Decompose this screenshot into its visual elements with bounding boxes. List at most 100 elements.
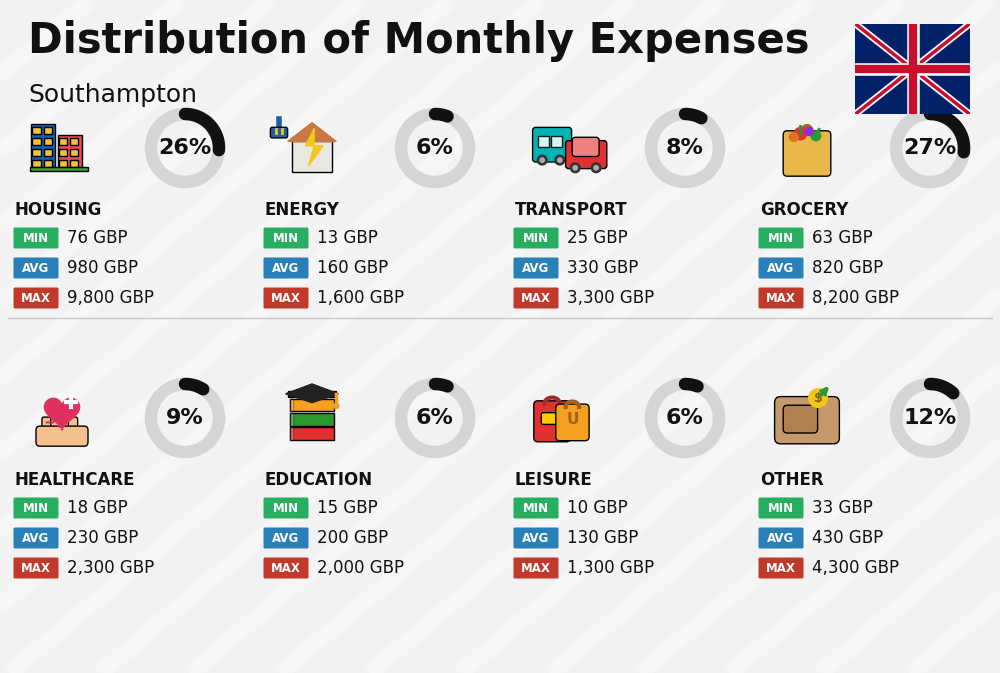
Text: AVG: AVG bbox=[767, 532, 795, 544]
Polygon shape bbox=[305, 128, 323, 166]
Text: 8%: 8% bbox=[666, 138, 704, 158]
Circle shape bbox=[540, 158, 544, 162]
Text: GROCERY: GROCERY bbox=[760, 201, 848, 219]
Text: 1,300 GBP: 1,300 GBP bbox=[567, 559, 654, 577]
Text: MIN: MIN bbox=[523, 232, 549, 244]
Text: EDUCATION: EDUCATION bbox=[265, 471, 373, 489]
Circle shape bbox=[811, 131, 821, 141]
FancyBboxPatch shape bbox=[514, 497, 558, 518]
FancyBboxPatch shape bbox=[514, 258, 558, 279]
Text: 200 GBP: 200 GBP bbox=[317, 529, 388, 547]
Text: 9%: 9% bbox=[166, 408, 204, 428]
FancyBboxPatch shape bbox=[290, 413, 293, 426]
Circle shape bbox=[594, 166, 598, 170]
Text: LEISURE: LEISURE bbox=[515, 471, 593, 489]
Text: MIN: MIN bbox=[523, 501, 549, 514]
Text: 130 GBP: 130 GBP bbox=[567, 529, 638, 547]
Text: AVG: AVG bbox=[522, 262, 550, 275]
Text: MIN: MIN bbox=[768, 501, 794, 514]
Text: MIN: MIN bbox=[23, 232, 49, 244]
Text: 1,600 GBP: 1,600 GBP bbox=[317, 289, 404, 307]
Text: 4,300 GBP: 4,300 GBP bbox=[812, 559, 899, 577]
FancyBboxPatch shape bbox=[14, 497, 58, 518]
Text: MAX: MAX bbox=[21, 291, 51, 304]
FancyBboxPatch shape bbox=[30, 167, 88, 171]
FancyBboxPatch shape bbox=[70, 149, 78, 155]
Text: 330 GBP: 330 GBP bbox=[567, 259, 638, 277]
FancyBboxPatch shape bbox=[514, 528, 558, 548]
Text: 230 GBP: 230 GBP bbox=[67, 529, 138, 547]
Text: ENERGY: ENERGY bbox=[265, 201, 340, 219]
Text: 18 GBP: 18 GBP bbox=[67, 499, 128, 517]
Circle shape bbox=[558, 158, 562, 162]
FancyBboxPatch shape bbox=[44, 160, 52, 167]
Circle shape bbox=[570, 163, 580, 173]
FancyBboxPatch shape bbox=[59, 160, 67, 167]
FancyBboxPatch shape bbox=[290, 427, 334, 440]
FancyBboxPatch shape bbox=[290, 398, 334, 411]
Text: AVG: AVG bbox=[767, 262, 795, 275]
Text: MAX: MAX bbox=[521, 291, 551, 304]
FancyBboxPatch shape bbox=[514, 287, 558, 308]
FancyBboxPatch shape bbox=[42, 417, 51, 433]
Text: 3,300 GBP: 3,300 GBP bbox=[567, 289, 654, 307]
Text: MIN: MIN bbox=[768, 232, 794, 244]
FancyBboxPatch shape bbox=[70, 138, 78, 145]
FancyBboxPatch shape bbox=[534, 401, 570, 441]
FancyBboxPatch shape bbox=[60, 417, 69, 433]
FancyBboxPatch shape bbox=[759, 497, 804, 518]
FancyBboxPatch shape bbox=[533, 127, 572, 162]
FancyBboxPatch shape bbox=[14, 557, 58, 579]
Text: MAX: MAX bbox=[271, 291, 301, 304]
Text: 27%: 27% bbox=[903, 138, 957, 158]
FancyBboxPatch shape bbox=[292, 141, 332, 172]
Text: AVG: AVG bbox=[272, 262, 300, 275]
FancyBboxPatch shape bbox=[556, 404, 589, 441]
Text: 160 GBP: 160 GBP bbox=[317, 259, 388, 277]
FancyBboxPatch shape bbox=[759, 528, 804, 548]
FancyBboxPatch shape bbox=[32, 160, 41, 167]
Circle shape bbox=[555, 155, 565, 165]
Circle shape bbox=[537, 155, 547, 165]
Circle shape bbox=[805, 128, 813, 135]
Polygon shape bbox=[44, 398, 80, 430]
Text: TRANSPORT: TRANSPORT bbox=[515, 201, 628, 219]
FancyBboxPatch shape bbox=[759, 258, 804, 279]
Text: 13 GBP: 13 GBP bbox=[317, 229, 378, 247]
Text: Southampton: Southampton bbox=[28, 83, 197, 107]
FancyBboxPatch shape bbox=[270, 127, 288, 138]
Text: $: $ bbox=[814, 392, 822, 404]
Text: Distribution of Monthly Expenses: Distribution of Monthly Expenses bbox=[28, 20, 810, 62]
Circle shape bbox=[334, 403, 339, 409]
FancyBboxPatch shape bbox=[514, 557, 558, 579]
Text: 25 GBP: 25 GBP bbox=[567, 229, 628, 247]
Text: 9,800 GBP: 9,800 GBP bbox=[67, 289, 154, 307]
Text: HOUSING: HOUSING bbox=[15, 201, 102, 219]
FancyBboxPatch shape bbox=[44, 127, 52, 134]
Text: 12%: 12% bbox=[903, 408, 957, 428]
FancyBboxPatch shape bbox=[572, 137, 599, 157]
FancyBboxPatch shape bbox=[32, 149, 41, 155]
Text: 6%: 6% bbox=[666, 408, 704, 428]
FancyBboxPatch shape bbox=[264, 287, 308, 308]
Circle shape bbox=[789, 133, 798, 141]
FancyBboxPatch shape bbox=[70, 160, 78, 167]
Text: 6%: 6% bbox=[416, 138, 454, 158]
Circle shape bbox=[809, 389, 827, 407]
FancyBboxPatch shape bbox=[290, 413, 334, 426]
Text: 76 GBP: 76 GBP bbox=[67, 229, 128, 247]
Text: MIN: MIN bbox=[273, 232, 299, 244]
FancyBboxPatch shape bbox=[51, 417, 60, 433]
Text: 33 GBP: 33 GBP bbox=[812, 499, 873, 517]
Text: 63 GBP: 63 GBP bbox=[812, 229, 873, 247]
Text: 8,200 GBP: 8,200 GBP bbox=[812, 289, 899, 307]
FancyBboxPatch shape bbox=[14, 258, 58, 279]
Text: OTHER: OTHER bbox=[760, 471, 824, 489]
FancyBboxPatch shape bbox=[264, 258, 308, 279]
FancyBboxPatch shape bbox=[290, 427, 293, 440]
FancyBboxPatch shape bbox=[759, 557, 804, 579]
Text: MAX: MAX bbox=[271, 561, 301, 575]
Text: 15 GBP: 15 GBP bbox=[317, 499, 378, 517]
FancyBboxPatch shape bbox=[14, 528, 58, 548]
Text: AVG: AVG bbox=[522, 532, 550, 544]
